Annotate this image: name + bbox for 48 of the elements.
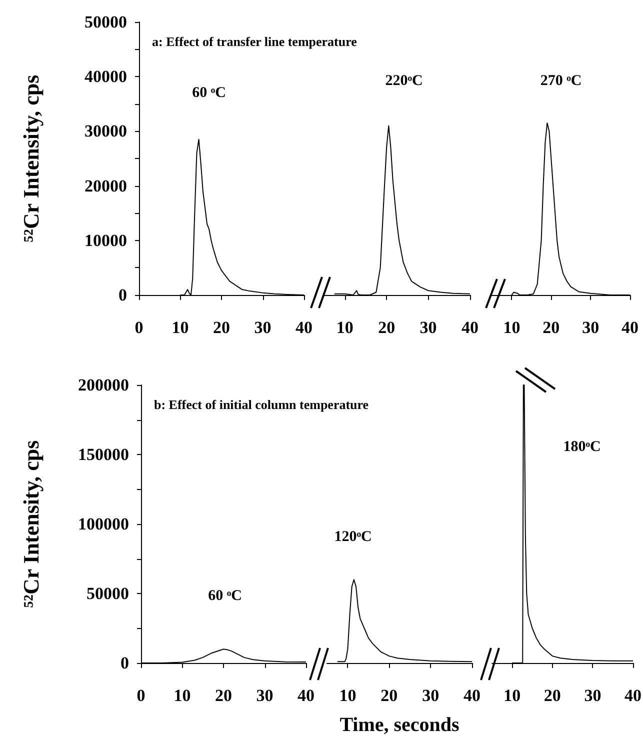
y-tick-label: 150000 [78,445,129,464]
y-tick-label: 10000 [84,230,127,250]
x-tick-label: 10 [336,318,354,337]
x-tick-label: 10 [504,686,521,705]
x-tick-label: 30 [256,686,274,705]
x-axis-title: Time, seconds [340,714,460,736]
y-tick-label: 100000 [78,514,129,534]
x-tick-label: 20 [544,686,561,705]
x-tick-label: 20 [215,686,232,705]
y-axis-title: ⁵²Cr Intensity, cps [18,440,44,608]
annotation: 220ᵒC [385,73,423,89]
x-tick-label: 10 [503,318,520,337]
x-tick-label: 30 [582,318,600,337]
x-tick-label: 20 [380,686,398,705]
x-tick-label: 10 [174,686,191,705]
x-tick-label: 40 [298,686,314,705]
annotation: 120ᵒC [334,529,372,545]
text: b: Effect of initial column temperature [154,397,369,413]
x-tick-label: 40 [462,318,478,337]
x-tick-label: 20 [378,318,396,337]
y-tick-label: 200000 [78,376,129,394]
y-tick-label: 40000 [84,67,127,86]
annotation: 60 ᵒC [192,85,226,101]
x-tick-label: 30 [420,318,437,337]
y-tick-label: 50000 [86,584,129,603]
x-tick-label: 10 [339,686,356,705]
y-axis-title: ⁵²Cr Intensity, cps [18,74,44,242]
annotation: 180ᵒC [563,439,601,455]
x-tick-label: 40 [624,686,642,705]
annotation: 270 ᵒC [540,73,582,89]
x-tick-label: 40 [296,318,312,337]
y-tick-label: 0 [120,654,129,672]
text: a: Effect of transfer line temperature [152,34,357,50]
y-tick-label: 20000 [84,176,127,196]
y-tick-label: 50000 [84,12,127,32]
x-tick-label: 0 [136,686,146,705]
x-tick-label: 40 [622,318,638,337]
y-tick-label: 30000 [84,122,127,141]
x-tick-label: 10 [172,318,189,337]
y-tick-label: 0 [118,286,127,304]
x-tick-label: 30 [584,686,602,705]
x-tick-label: 20 [542,318,560,337]
x-tick-label: 30 [422,686,440,705]
x-tick-label: 0 [134,318,144,337]
x-tick-label: 40 [464,686,480,705]
annotation: 60 ᵒC [208,588,242,604]
x-tick-label: 20 [213,318,230,337]
x-tick-label: 30 [254,318,272,337]
